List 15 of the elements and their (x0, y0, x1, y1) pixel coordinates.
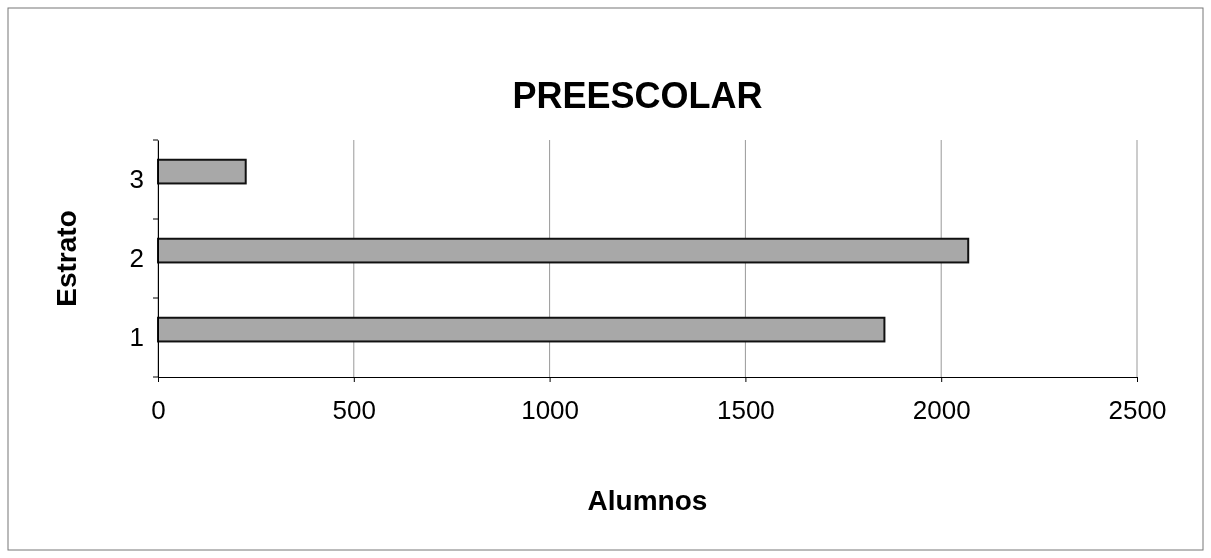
x-tick-label: 1000 (521, 394, 580, 425)
bar (157, 316, 886, 343)
y-axis-title: Estrato (51, 210, 82, 307)
x-tick-label: 1500 (716, 394, 775, 425)
x-tick-label: 500 (332, 394, 376, 425)
bar (157, 237, 970, 264)
x-tick-label: 2500 (1108, 394, 1167, 425)
x-axis-title: Alumnos (587, 485, 708, 516)
chart-title: PREESCOLAR (512, 75, 763, 116)
bar (157, 158, 247, 185)
x-tick-label: 0 (151, 394, 166, 425)
y-tick-label: 3 (129, 163, 144, 194)
y-tick-label: 2 (129, 242, 144, 273)
x-tick-label: 2000 (912, 394, 971, 425)
y-tick-label: 1 (129, 321, 144, 352)
